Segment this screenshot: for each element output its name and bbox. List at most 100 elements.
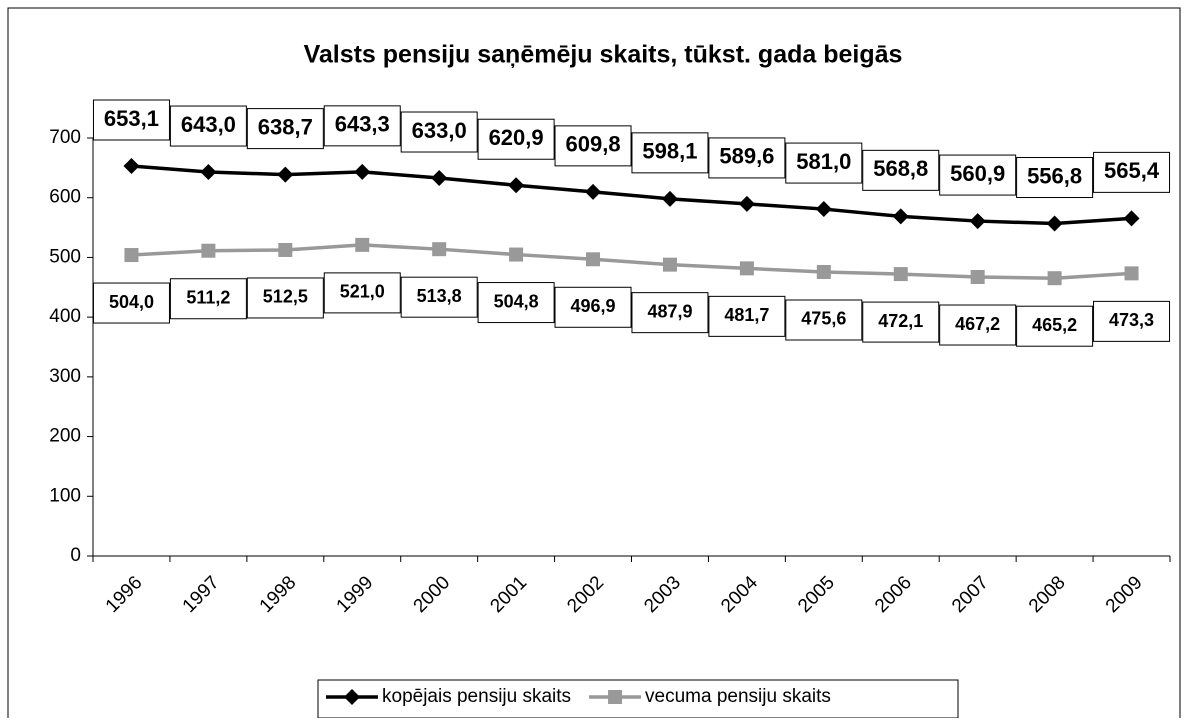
series-line	[131, 164, 1132, 226]
marker	[344, 689, 360, 705]
marker	[509, 247, 524, 262]
data-label-box	[92, 99, 170, 141]
y-tick-label: 200	[49, 426, 81, 447]
marker	[662, 257, 677, 272]
marker	[892, 208, 909, 225]
data-label: 653,1	[104, 106, 159, 131]
data-label: 598,1	[642, 139, 697, 164]
data-label-box	[1016, 157, 1094, 199]
marker	[1047, 271, 1062, 286]
marker	[123, 158, 140, 175]
data-label-box	[862, 149, 940, 191]
data-label-box	[939, 154, 1017, 196]
data-label-box	[1016, 305, 1094, 347]
legend-label: kopējais pensiju skaits	[382, 686, 571, 707]
data-label-box	[631, 292, 709, 334]
data-label: 467,2	[955, 314, 1000, 334]
y-tick-label: 300	[49, 366, 81, 387]
data-label-box	[323, 105, 401, 147]
y-tick-label: 100	[49, 485, 81, 506]
data-label-box	[246, 277, 324, 319]
marker	[815, 201, 832, 218]
marker	[201, 243, 216, 258]
marker	[432, 242, 447, 257]
data-label-box	[477, 282, 555, 324]
data-label-box	[785, 142, 863, 184]
data-label: 568,8	[873, 156, 928, 181]
data-label-box	[631, 132, 709, 174]
data-label: 473,3	[1109, 310, 1154, 330]
marker	[1124, 266, 1139, 281]
marker	[969, 213, 986, 230]
data-label: 565,4	[1104, 158, 1160, 183]
data-label-box	[862, 301, 940, 343]
data-label: 643,0	[181, 112, 236, 137]
data-label: 475,6	[801, 309, 846, 329]
data-label: 512,5	[263, 287, 308, 307]
data-label-box	[1093, 151, 1171, 193]
marker	[585, 183, 602, 200]
data-label: 620,9	[489, 125, 544, 150]
data-label: 581,0	[796, 149, 851, 174]
marker	[508, 177, 525, 194]
marker	[739, 261, 754, 276]
data-label: 513,8	[417, 286, 462, 306]
chart-title: Valsts pensiju saņēmēju skaits, tūkst. g…	[304, 41, 903, 69]
data-label: 465,2	[1032, 315, 1077, 335]
data-label-box	[400, 111, 478, 153]
data-label: 521,0	[340, 282, 385, 302]
data-label: 511,2	[186, 287, 230, 307]
marker	[608, 690, 623, 704]
data-label: 472,1	[878, 311, 923, 331]
y-tick-label: 400	[49, 306, 81, 327]
data-label: 560,9	[950, 161, 1005, 186]
data-label-box	[169, 278, 247, 320]
marker	[200, 164, 217, 181]
data-label-box	[400, 276, 478, 318]
y-tick-label: 600	[49, 187, 81, 208]
marker	[738, 195, 755, 212]
data-label-box	[92, 282, 170, 324]
data-label-box	[785, 299, 863, 341]
marker	[1123, 210, 1140, 227]
marker	[354, 163, 371, 180]
marker	[661, 190, 678, 207]
y-tick-label: 700	[49, 127, 81, 148]
data-label: 589,6	[719, 144, 774, 169]
data-label-box	[708, 295, 786, 337]
data-label: 504,0	[109, 292, 154, 312]
data-label-box	[169, 105, 247, 147]
data-label: 638,7	[258, 114, 313, 139]
data-label-box	[554, 286, 632, 328]
marker	[124, 248, 139, 263]
marker	[586, 252, 601, 267]
marker	[278, 242, 293, 257]
legend-box	[317, 679, 959, 719]
marker	[431, 170, 448, 187]
data-label-box	[477, 118, 555, 160]
data-label-box	[246, 108, 324, 150]
y-tick-label: 0	[70, 545, 81, 566]
marker	[1046, 215, 1063, 232]
data-label: 643,3	[335, 112, 390, 137]
data-label-box	[708, 137, 786, 179]
data-label-box	[939, 304, 1017, 346]
data-label: 609,8	[566, 132, 621, 157]
data-label-box	[1093, 300, 1171, 342]
marker	[893, 267, 908, 282]
marker	[277, 166, 294, 183]
y-tick-label: 500	[49, 246, 81, 267]
data-label-box	[554, 125, 632, 167]
series-line	[131, 243, 1132, 280]
data-label: 481,7	[724, 305, 769, 325]
marker	[816, 264, 831, 279]
data-label: 633,0	[412, 118, 467, 143]
legend-label: vecuma pensiju skaits	[645, 686, 831, 707]
data-label: 504,8	[494, 291, 539, 311]
data-label: 496,9	[571, 296, 616, 316]
data-label-box	[323, 272, 401, 314]
marker	[970, 270, 985, 285]
data-label: 487,9	[647, 301, 692, 321]
marker	[355, 237, 370, 252]
